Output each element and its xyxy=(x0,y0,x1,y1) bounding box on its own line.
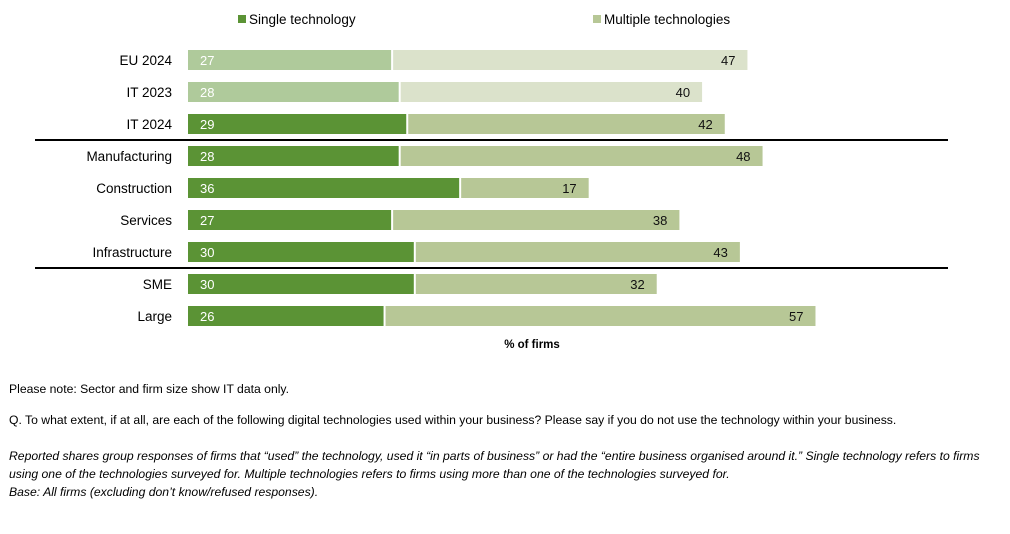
data-label-multiple: 47 xyxy=(721,53,735,68)
data-label-single: 30 xyxy=(200,277,214,292)
data-label-multiple: 57 xyxy=(789,309,803,324)
data-label-multiple: 48 xyxy=(736,149,750,164)
data-label-single: 27 xyxy=(200,213,214,228)
data-label-multiple: 38 xyxy=(653,213,667,228)
data-label-single: 36 xyxy=(200,181,214,196)
bar-single xyxy=(188,306,384,326)
legend-swatch-single xyxy=(238,15,246,23)
note-sector: Please note: Sector and firm size show I… xyxy=(9,382,290,396)
bar-single xyxy=(188,210,392,230)
data-label-multiple: 42 xyxy=(698,117,712,132)
legend: Single technology Multiple technologies xyxy=(238,12,730,27)
bar-multiple xyxy=(393,210,680,230)
category-label: IT 2024 xyxy=(126,117,172,132)
category-label: Services xyxy=(120,213,172,228)
note-question: Q. To what extent, if at all, are each o… xyxy=(9,413,897,427)
data-label-single: 26 xyxy=(200,309,214,324)
data-label-single: 27 xyxy=(200,53,214,68)
category-label: IT 2023 xyxy=(126,85,172,100)
category-label: Large xyxy=(137,309,172,324)
data-label-multiple: 17 xyxy=(562,181,576,196)
bar-multiple xyxy=(408,114,725,134)
note-base: Base: All firms (excluding don’t know/re… xyxy=(9,485,319,499)
bar-single xyxy=(188,50,392,70)
bar-multiple xyxy=(400,146,763,166)
data-label-single: 28 xyxy=(200,149,214,164)
data-label-single: 30 xyxy=(200,245,214,260)
bar-multiple xyxy=(393,50,748,70)
bar-single xyxy=(188,146,399,166)
bar-multiple xyxy=(415,242,740,262)
bar-single xyxy=(188,274,414,294)
category-label: SME xyxy=(143,277,172,292)
data-label-multiple: 43 xyxy=(713,245,727,260)
x-axis-label: % of firms xyxy=(504,339,560,351)
category-label: Manufacturing xyxy=(86,149,172,164)
legend-label-single: Single technology xyxy=(249,12,356,27)
stacked-bar-chart: Single technology Multiple technologies … xyxy=(35,12,948,351)
category-label: Infrastructure xyxy=(92,245,172,260)
bar-multiple xyxy=(461,178,589,198)
legend-swatch-multiple xyxy=(593,15,601,23)
bar-single xyxy=(188,242,414,262)
bar-multiple xyxy=(400,82,703,102)
legend-label-multiple: Multiple technologies xyxy=(604,12,730,27)
data-label-single: 29 xyxy=(200,117,214,132)
data-label-multiple: 32 xyxy=(630,277,644,292)
data-label-single: 28 xyxy=(200,85,214,100)
bar-single xyxy=(188,114,407,134)
bar-single xyxy=(188,178,460,198)
bar-multiple xyxy=(385,306,816,326)
category-label: EU 2024 xyxy=(119,53,172,68)
bars-group: EU 2024 27 47 IT 2023 28 40 IT 2024 29 42 Manufac… xyxy=(86,50,816,326)
bar-multiple xyxy=(415,274,657,294)
note-reported: Reported shares group responses of firms… xyxy=(9,449,980,481)
data-label-multiple: 40 xyxy=(676,85,690,100)
bar-single xyxy=(188,82,399,102)
category-label: Construction xyxy=(96,181,172,196)
